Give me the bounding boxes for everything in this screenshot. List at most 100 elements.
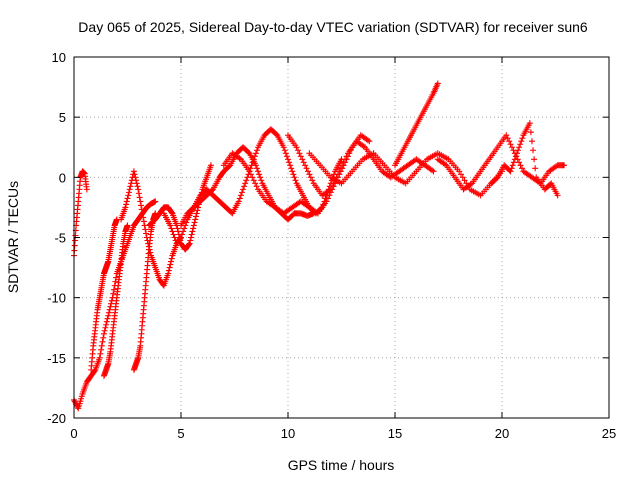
data-point [493, 175, 500, 182]
data-point [251, 153, 258, 160]
data-point [140, 218, 147, 225]
data-point [134, 183, 141, 190]
data-point [237, 192, 244, 199]
data-point [340, 159, 347, 166]
data-point [168, 255, 175, 262]
data-point [280, 144, 287, 151]
data-point [329, 183, 336, 190]
x-tick-label: 20 [495, 426, 509, 441]
data-point [330, 180, 337, 187]
x-tick-label: 25 [602, 426, 616, 441]
data-point [242, 180, 249, 187]
data-point [166, 264, 173, 271]
data-point [146, 246, 153, 253]
data-point [236, 155, 243, 162]
data-point [128, 180, 135, 187]
data-point [91, 367, 98, 374]
data-point [168, 225, 175, 232]
data-point [342, 156, 349, 163]
data-point [508, 165, 515, 172]
data-point [139, 210, 146, 217]
data-point [243, 177, 250, 184]
series-track-m [392, 80, 441, 169]
data-point [145, 243, 152, 250]
data-point [337, 165, 344, 172]
data-point [287, 162, 294, 169]
data-point [527, 129, 534, 136]
data-point [188, 231, 195, 238]
data-point [273, 131, 280, 138]
data-point [324, 195, 331, 202]
data-point [192, 213, 199, 220]
data-point [125, 189, 132, 196]
data-point [327, 186, 334, 193]
data-point [105, 309, 112, 316]
y-tick-label: 10 [52, 50, 66, 65]
data-point [508, 144, 515, 151]
data-point [143, 230, 150, 237]
data-point [181, 225, 188, 232]
data-point [507, 141, 514, 148]
series-track-n [434, 132, 568, 193]
data-point [144, 237, 151, 244]
data-point [459, 174, 466, 181]
data-point [306, 171, 313, 178]
series-track-g [145, 162, 214, 253]
data-point [252, 180, 259, 187]
data-point [461, 177, 468, 184]
data-point [122, 204, 129, 211]
data-point [138, 202, 145, 209]
data-point [98, 342, 105, 349]
data-point [285, 156, 291, 163]
data-point [360, 143, 367, 150]
data-point [290, 171, 297, 178]
data-points [71, 80, 568, 412]
data-point [99, 338, 106, 345]
data-point [238, 189, 245, 196]
data-point [174, 225, 181, 232]
data-point [193, 210, 200, 217]
data-point [511, 156, 518, 163]
data-point [186, 240, 193, 247]
data-point [123, 201, 130, 208]
data-point [307, 174, 314, 181]
data-point [183, 219, 190, 226]
data-point [252, 150, 259, 157]
data-point [185, 241, 192, 248]
data-point [296, 150, 303, 157]
data-point [515, 147, 522, 154]
data-point [366, 138, 373, 145]
data-point [138, 206, 145, 213]
data-point [516, 159, 523, 166]
data-point [112, 278, 119, 285]
data-point [518, 165, 525, 172]
data-point [226, 163, 233, 170]
data-point [554, 192, 561, 199]
data-point [517, 141, 524, 148]
data-point [506, 138, 513, 145]
data-point [283, 153, 290, 160]
y-tick-label: -10 [47, 291, 66, 306]
data-point [194, 207, 201, 214]
data-point [300, 159, 307, 166]
data-point [72, 237, 79, 244]
data-point [97, 350, 104, 357]
x-tick-label: 10 [281, 426, 295, 441]
data-point [170, 231, 177, 238]
data-point [71, 398, 78, 405]
y-tick-label: 0 [59, 170, 66, 185]
data-point [248, 162, 255, 169]
data-point [343, 153, 350, 160]
data-point [152, 198, 159, 205]
data-point [304, 168, 311, 175]
data-point [250, 177, 257, 184]
series-track-b [71, 168, 90, 259]
data-point [192, 216, 199, 223]
data-point [441, 161, 448, 168]
data-point [236, 195, 243, 202]
data-point [125, 192, 132, 199]
data-point [190, 225, 197, 232]
data-point [72, 399, 79, 406]
data-point [309, 177, 316, 184]
